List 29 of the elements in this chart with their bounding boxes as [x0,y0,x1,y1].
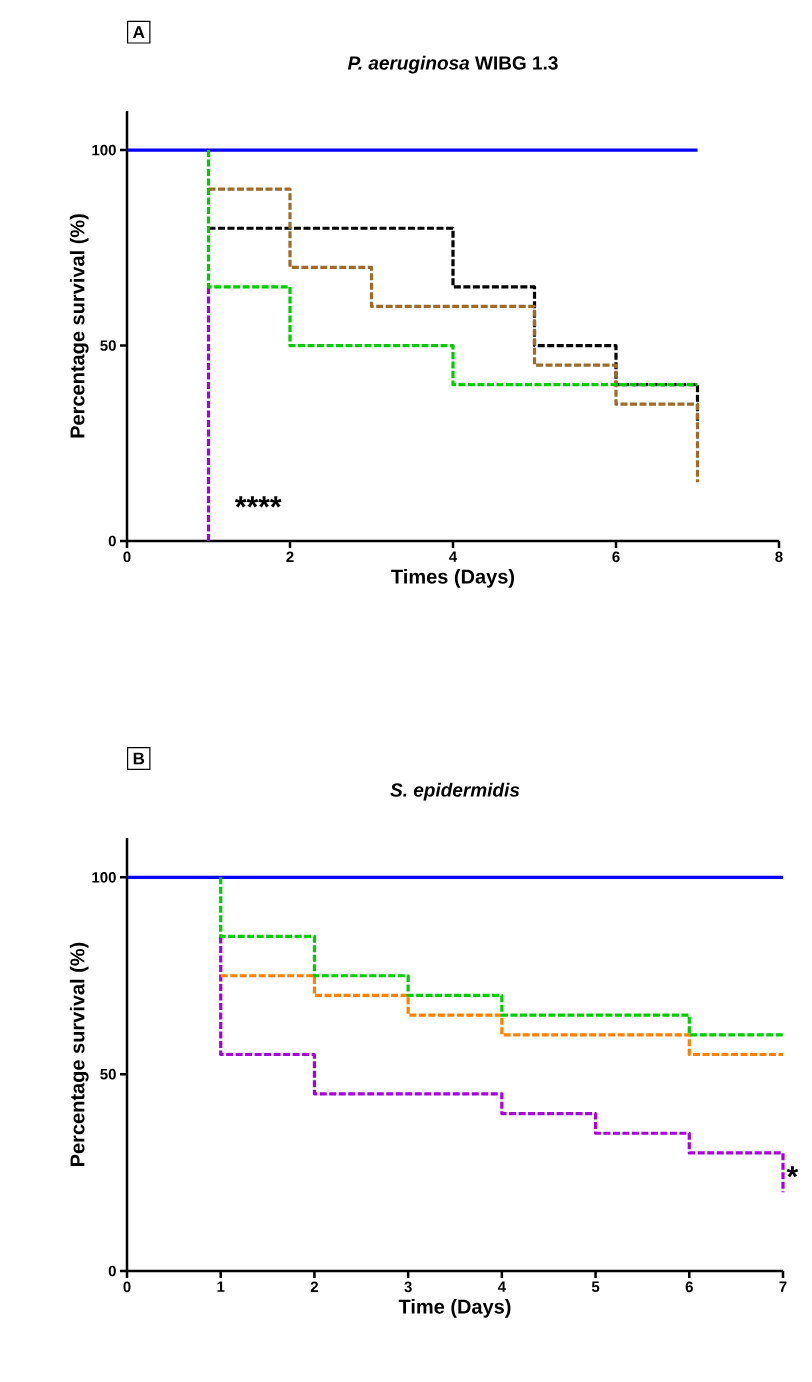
x-tick-label: 2 [286,551,294,562]
y-tick-label: 0 [108,535,116,547]
x-tick-label: 4 [449,551,458,562]
y-tick-label: 100 [92,144,116,156]
chart-title: S. epidermidis [390,782,520,801]
x-tick-label: 4 [497,1281,506,1292]
text: B [133,752,145,765]
x-axis-title: Time (Days) [398,1299,511,1318]
annotation: **** [234,496,282,508]
x-tick-label: 7 [779,1281,787,1292]
y-tick-label: 50 [100,1068,116,1080]
y-axis-title: Percentage survival (%) [69,942,89,1166]
x-tick-label: 0 [123,551,131,563]
x-tick-label: 2 [310,1281,318,1293]
x-tick-label: 3 [404,1281,412,1293]
y-axis-title: Percentage survival (%) [69,214,89,438]
x-tick-label: 1 [217,1281,225,1292]
y-tick-label: 50 [100,340,116,351]
chart-title: P. aeruginosa WIBG 1.3 [347,55,558,74]
x-axis-title: Times (Days) [391,569,515,588]
x-tick-label: 8 [775,551,783,563]
x-tick-label: 6 [612,551,620,563]
x-tick-label: 6 [685,1281,693,1293]
y-tick-label: 100 [92,872,116,883]
annotation: * [786,1166,799,1178]
y-tick-label: 0 [108,1265,116,1277]
x-tick-label: 5 [591,1281,600,1292]
x-tick-label: 0 [123,1281,131,1293]
text: A [133,26,145,38]
